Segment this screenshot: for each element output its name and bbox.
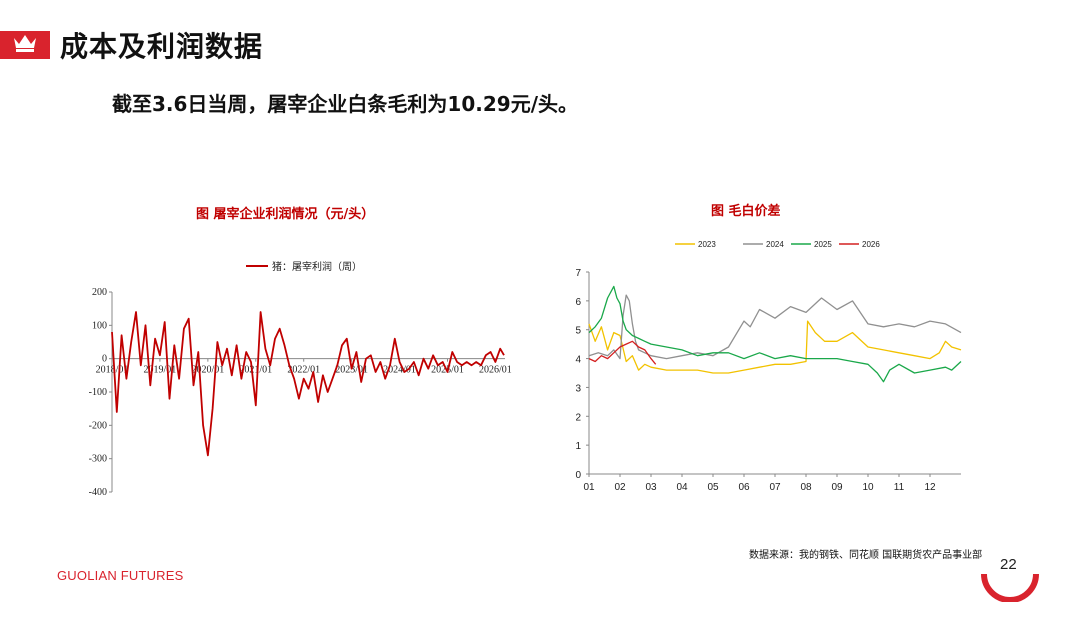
x-tick-label: 2021/01 (239, 365, 272, 376)
y-tick-label: -300 (89, 454, 107, 465)
x-tick-label: 10 (862, 482, 874, 493)
title-bar: 成本及利润数据 (0, 28, 264, 63)
x-tick-label: 12 (924, 482, 936, 493)
series-line-2025 (588, 285, 962, 383)
x-tick-label: 2022/01 (287, 365, 320, 376)
y-tick-label: 7 (575, 268, 581, 279)
series-line-profit (111, 311, 505, 457)
title-tab (0, 31, 50, 59)
x-tick-label: 01 (583, 482, 595, 493)
x-tick-label: 2020/01 (191, 365, 224, 376)
y-tick-label: 3 (575, 383, 581, 394)
x-tick-label: 2018/01 (96, 365, 129, 376)
x-tick-label: 03 (645, 482, 657, 493)
y-tick-label: 200 (92, 287, 107, 298)
y-tick-label: 0 (102, 354, 107, 365)
x-tick-label: 2023/01 (335, 365, 368, 376)
x-tick-label: 06 (738, 482, 750, 493)
series-line-2024 (588, 294, 962, 360)
y-tick-label: 2 (575, 412, 581, 423)
x-tick-label: 02 (614, 482, 626, 493)
legend-label: 猪：屠宰利润（周） (272, 260, 362, 273)
crown-icon (12, 33, 38, 57)
y-tick-label: 0 (575, 470, 581, 481)
x-tick-label: 09 (831, 482, 843, 493)
y-tick-label: 100 (92, 320, 107, 331)
legend-label-2024: 2024 (766, 240, 784, 249)
x-tick-label: 05 (707, 482, 719, 493)
legend-label-2026: 2026 (862, 240, 880, 249)
x-tick-label: 07 (769, 482, 781, 493)
y-tick-label: 5 (575, 326, 581, 337)
x-tick-label: 2026/01 (479, 365, 512, 376)
y-tick-label: 4 (575, 355, 581, 366)
y-tick-label: -200 (89, 420, 107, 431)
x-tick-label: 04 (676, 482, 688, 493)
y-tick-label: -100 (89, 387, 107, 398)
y-tick-label: 1 (575, 441, 581, 452)
y-tick-label: -400 (89, 487, 107, 498)
page-number: 22 (1000, 556, 1017, 573)
x-tick-label: 08 (800, 482, 812, 493)
chart-left-title: 图 屠宰企业利润情况（元/头） (196, 207, 375, 222)
page-number-arc (981, 573, 1039, 602)
page-subtitle: 截至3.6日当周，屠宰企业白条毛利为10.29元/头。 (112, 92, 578, 116)
x-tick-label: 2024/01 (383, 365, 416, 376)
x-tick-label: 11 (894, 482, 905, 493)
legend-label-2023: 2023 (698, 240, 716, 249)
data-source: 数据来源：我的钢铁、同花顺 国联期货农产品事业部 (749, 550, 983, 561)
profit-chart: 猪：屠宰利润（周） 200 100 0 -100 -200 -300 -400 2018/01 2… (89, 260, 512, 498)
y-tick-label: 6 (575, 297, 581, 308)
series-line-2023 (588, 320, 962, 374)
x-tick-label: 2019/01 (144, 365, 177, 376)
legend-label-2025: 2025 (814, 240, 832, 249)
page-title: 成本及利润数据 (60, 30, 264, 63)
chart-right-title: 图 毛白价差 (711, 204, 781, 219)
series-line-2026 (588, 340, 657, 365)
brand-logo-text: GUOLIAN FUTURES (57, 568, 184, 583)
